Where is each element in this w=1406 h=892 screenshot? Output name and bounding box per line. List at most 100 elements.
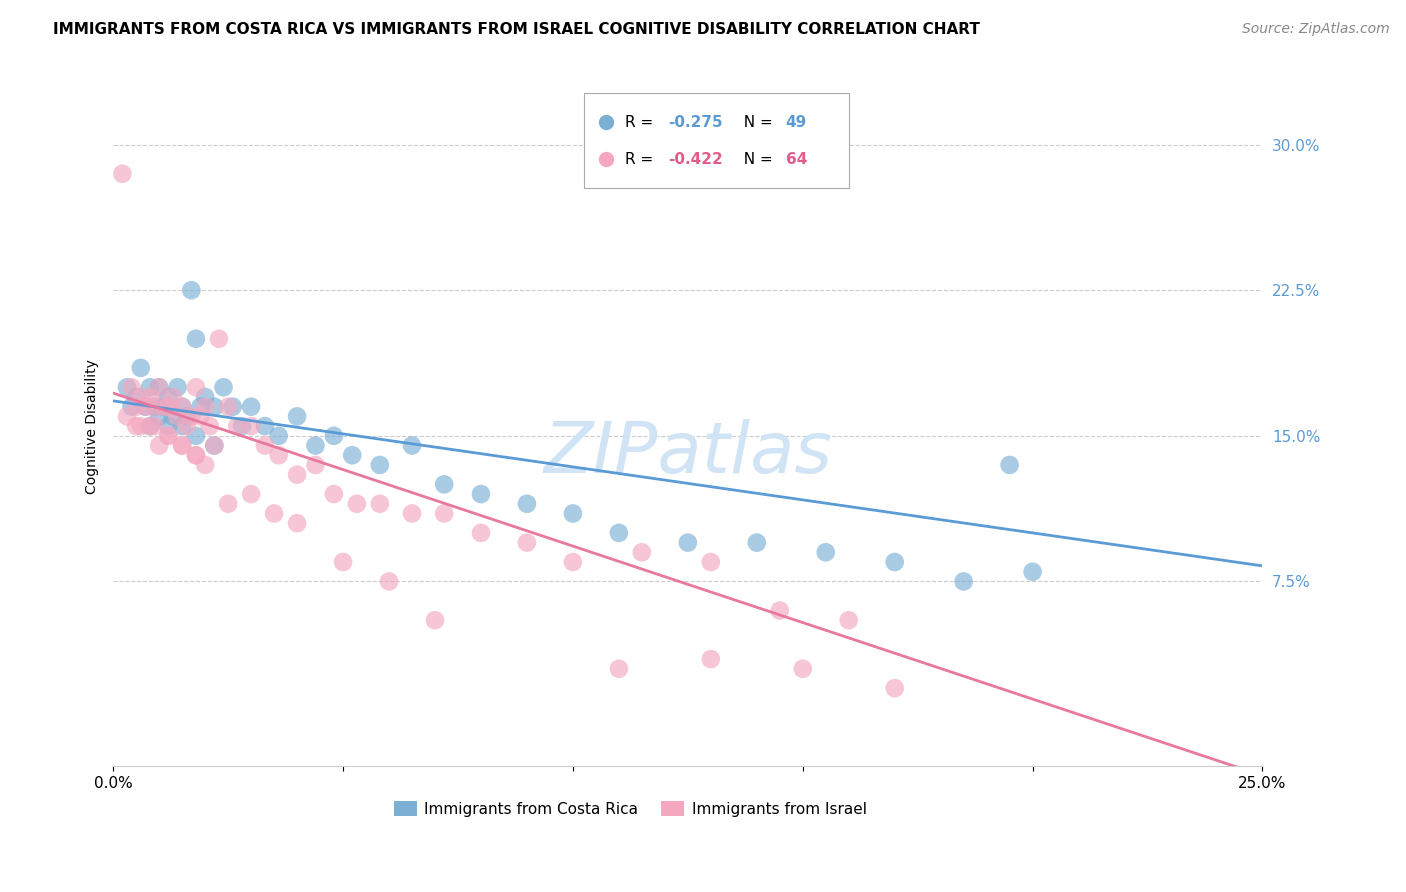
Point bbox=[231, 419, 253, 434]
Point bbox=[129, 390, 152, 404]
Point bbox=[134, 400, 156, 414]
Point bbox=[125, 390, 148, 404]
Point bbox=[157, 390, 180, 404]
Point bbox=[198, 419, 221, 434]
Point bbox=[180, 283, 202, 297]
Point bbox=[184, 448, 207, 462]
Point bbox=[129, 360, 152, 375]
Point bbox=[700, 652, 723, 666]
Text: N =: N = bbox=[734, 115, 778, 130]
Text: -0.275: -0.275 bbox=[668, 115, 723, 130]
Point bbox=[368, 497, 391, 511]
Point bbox=[115, 409, 138, 424]
Point bbox=[180, 409, 202, 424]
Point bbox=[139, 419, 162, 434]
Point bbox=[217, 400, 239, 414]
Point bbox=[176, 419, 198, 434]
Point bbox=[143, 400, 166, 414]
Point bbox=[212, 380, 235, 394]
Point bbox=[346, 497, 368, 511]
Text: Source: ZipAtlas.com: Source: ZipAtlas.com bbox=[1241, 22, 1389, 37]
Point bbox=[378, 574, 401, 589]
Point bbox=[194, 400, 217, 414]
Point bbox=[134, 400, 156, 414]
Point bbox=[148, 380, 170, 394]
Point bbox=[516, 497, 538, 511]
Point bbox=[176, 409, 198, 424]
Point bbox=[332, 555, 354, 569]
Point bbox=[745, 535, 768, 549]
Text: N =: N = bbox=[734, 152, 778, 167]
Point bbox=[607, 525, 630, 540]
Point bbox=[111, 167, 134, 181]
Text: R =: R = bbox=[624, 152, 658, 167]
Point bbox=[184, 380, 207, 394]
Point bbox=[676, 535, 699, 549]
FancyBboxPatch shape bbox=[585, 93, 849, 188]
Point bbox=[190, 409, 212, 424]
Point bbox=[240, 400, 263, 414]
Point bbox=[202, 400, 225, 414]
Point bbox=[769, 603, 792, 617]
Text: IMMIGRANTS FROM COSTA RICA VS IMMIGRANTS FROM ISRAEL COGNITIVE DISABILITY CORREL: IMMIGRANTS FROM COSTA RICA VS IMMIGRANTS… bbox=[53, 22, 980, 37]
Text: -0.422: -0.422 bbox=[668, 152, 723, 167]
Point bbox=[883, 555, 905, 569]
Point bbox=[1021, 565, 1043, 579]
Point bbox=[202, 438, 225, 452]
Point bbox=[217, 497, 239, 511]
Point bbox=[240, 419, 263, 434]
Point bbox=[267, 429, 290, 443]
Point bbox=[194, 390, 217, 404]
Point bbox=[253, 419, 276, 434]
Point bbox=[322, 429, 344, 443]
Point bbox=[516, 535, 538, 549]
Point bbox=[285, 467, 308, 482]
Point bbox=[148, 409, 170, 424]
Point bbox=[143, 400, 166, 414]
Point bbox=[143, 419, 166, 434]
Text: 49: 49 bbox=[786, 115, 807, 130]
Point bbox=[322, 487, 344, 501]
Point bbox=[184, 429, 207, 443]
Point bbox=[304, 438, 326, 452]
Point bbox=[166, 380, 188, 394]
Point bbox=[607, 662, 630, 676]
Y-axis label: Cognitive Disability: Cognitive Disability bbox=[86, 359, 100, 493]
Legend: Immigrants from Costa Rica, Immigrants from Israel: Immigrants from Costa Rica, Immigrants f… bbox=[388, 795, 873, 822]
Point bbox=[222, 400, 245, 414]
Point bbox=[401, 438, 423, 452]
Point bbox=[401, 507, 423, 521]
Point bbox=[285, 516, 308, 531]
Point bbox=[172, 400, 194, 414]
Point bbox=[561, 555, 583, 569]
Point bbox=[157, 429, 180, 443]
Point bbox=[470, 525, 492, 540]
Point bbox=[190, 400, 212, 414]
Point bbox=[148, 438, 170, 452]
Point bbox=[139, 419, 162, 434]
Point bbox=[125, 400, 148, 414]
Point bbox=[263, 507, 285, 521]
Point bbox=[561, 507, 583, 521]
Point bbox=[172, 438, 194, 452]
Point bbox=[129, 419, 152, 434]
Point bbox=[115, 380, 138, 394]
Point bbox=[423, 613, 446, 627]
Point bbox=[172, 438, 194, 452]
Text: ZIPatlas: ZIPatlas bbox=[543, 419, 832, 488]
Point bbox=[194, 458, 217, 472]
Point bbox=[184, 448, 207, 462]
Point bbox=[304, 458, 326, 472]
Point bbox=[838, 613, 860, 627]
Point bbox=[998, 458, 1021, 472]
Point bbox=[166, 409, 188, 424]
Point bbox=[792, 662, 814, 676]
Text: 64: 64 bbox=[786, 152, 807, 167]
Point bbox=[184, 332, 207, 346]
Point bbox=[433, 477, 456, 491]
Point bbox=[226, 419, 249, 434]
Point bbox=[152, 400, 174, 414]
Point bbox=[470, 487, 492, 501]
Point bbox=[814, 545, 837, 559]
Point bbox=[139, 380, 162, 394]
